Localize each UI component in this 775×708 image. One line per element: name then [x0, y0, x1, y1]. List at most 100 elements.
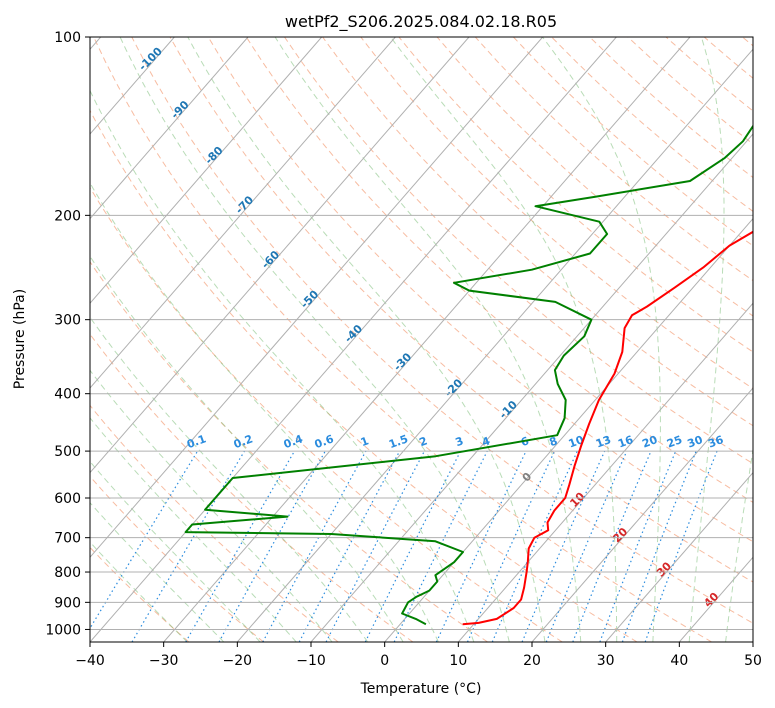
- mixing-ratio-line: [572, 450, 652, 642]
- dry-adiabat: [90, 260, 488, 642]
- mixing-ratio-line: [644, 450, 718, 642]
- moist-adiabat: [187, 37, 546, 642]
- x-tick-label: −30: [149, 653, 179, 669]
- dry-adiabat: [589, 37, 753, 179]
- dry-adiabat: [90, 475, 264, 642]
- dry-adiabat: [703, 37, 753, 79]
- chart-title: wetPf2_S206.2025.084.02.18.R05: [285, 12, 557, 32]
- dry-adiabat: [474, 37, 753, 282]
- moist-adiabat-label: -100: [136, 44, 165, 73]
- mixing-ratio-line: [466, 450, 556, 642]
- dry-adiabat: [90, 404, 339, 642]
- mixing-ratio-label: 2: [417, 434, 429, 449]
- x-axis-label: Temperature (°C): [360, 681, 482, 697]
- moist-adiabat: [119, 37, 510, 642]
- isotherm-line: [236, 48, 753, 642]
- mixing-ratio-label: 0.6: [313, 432, 336, 451]
- moist-adiabat: [90, 89, 475, 642]
- dry-adiabat: [513, 37, 753, 247]
- y-tick-label: 500: [54, 444, 81, 460]
- dry-adiabat: [90, 546, 190, 642]
- isotherm-line: [457, 302, 753, 642]
- y-tick-label: 900: [54, 595, 81, 611]
- dry-adiabat-label: 10: [567, 490, 587, 510]
- moist-adiabat-label: -60: [259, 248, 282, 271]
- mixing-ratio-line: [621, 450, 697, 642]
- mixing-ratio-label: 8: [548, 434, 560, 449]
- moist-adiabat: [90, 460, 261, 642]
- mixing-ratio-label: 16: [616, 433, 635, 451]
- dry-adiabat-label: 20: [610, 525, 630, 545]
- isotherm-line: [531, 387, 753, 642]
- moist-adiabat-label: -10: [497, 398, 520, 421]
- x-tick-label: −20: [223, 653, 253, 669]
- dry-adiabat: [742, 37, 753, 47]
- mixing-ratio-label: 36: [706, 433, 725, 451]
- x-tick-label: 50: [744, 653, 762, 669]
- mixing-ratio-label: 25: [665, 433, 684, 450]
- y-axis-label: Pressure (hPa): [12, 289, 28, 389]
- mixing-ratio-line: [298, 450, 401, 642]
- mixing-ratio-label: 13: [594, 433, 613, 450]
- moist-adiabat-label: -70: [233, 193, 256, 216]
- moist-adiabat-label: -40: [342, 322, 365, 345]
- adiabat-labels: 0.1 0.2 0.4 0.6 1 1.5 2 3 4 6 8 10 13 16 20 25 30 36-100-…: [136, 44, 725, 609]
- x-tick-label: 30: [597, 653, 615, 669]
- isotherm-line: [90, 37, 544, 559]
- dry-adiabat: [245, 37, 753, 503]
- mixing-ratio-label: 20: [640, 433, 659, 451]
- mixing-ratio-label: 3: [454, 434, 466, 449]
- moist-adiabat: [274, 37, 582, 642]
- dry-adiabat: [93, 37, 712, 642]
- moist-adiabat-label: -30: [391, 350, 414, 373]
- x-axis-ticks: −40 −30 −20 −10 0 10 20 30 40 50: [75, 642, 762, 669]
- isotherm-line: [90, 37, 249, 220]
- mixing-ratio-label: 1: [359, 434, 371, 449]
- mixing-ratio-line: [435, 450, 527, 642]
- mixing-ratio-label: 0.1: [185, 432, 208, 451]
- mixing-ratio-line: [393, 450, 488, 642]
- y-tick-label: 700: [54, 531, 81, 547]
- x-tick-label: 40: [670, 653, 688, 669]
- isotherm-line: [90, 37, 396, 389]
- y-tick-label: 300: [54, 313, 81, 329]
- y-tick-label: 600: [54, 491, 81, 507]
- dry-adiabat-label: 40: [701, 590, 721, 610]
- dry-adiabat: [169, 37, 753, 583]
- moist-adiabat: [90, 316, 369, 642]
- dry-adiabat: [398, 37, 753, 353]
- mixing-ratio-line: [262, 450, 367, 642]
- moist-adiabat: [390, 37, 618, 642]
- isotherm-line: [163, 37, 691, 642]
- dewpoint-profile: [184, 124, 753, 626]
- y-axis-ticks: 100 200 300 400 500 600 700 800 900 1000: [45, 30, 90, 638]
- moist-adiabat-label: -50: [298, 288, 321, 311]
- x-tick-label: 10: [449, 653, 467, 669]
- moist-adiabat: [90, 501, 225, 642]
- moist-adiabat: [90, 369, 333, 642]
- dry-adiabat: [360, 37, 753, 390]
- plot-frame: [89, 36, 754, 643]
- isotherm-line: [90, 37, 470, 474]
- moist-adiabat: [90, 182, 439, 642]
- isotherm-line: [678, 556, 753, 642]
- mixing-ratio-label: 0.4: [282, 432, 305, 451]
- moist-adiabat: [688, 37, 725, 642]
- isotherm-line: [90, 37, 323, 305]
- x-tick-label: −40: [75, 653, 105, 669]
- dry-adiabat: [131, 37, 753, 624]
- moist-adiabat: [542, 37, 661, 642]
- dry-adiabat: [665, 37, 753, 112]
- x-tick-label: 0: [380, 653, 389, 669]
- isotherm-line: [384, 217, 753, 642]
- moist-adiabat: [725, 446, 753, 642]
- y-tick-label: 100: [54, 30, 81, 46]
- dry-adiabat: [90, 186, 563, 642]
- y-tick-label: 200: [54, 208, 81, 224]
- x-tick-label: 20: [523, 653, 541, 669]
- moist-adiabat-label: -20: [442, 376, 465, 399]
- mixing-ratio-label: 1.5: [387, 432, 410, 451]
- mixing-ratio-label: 0.2: [232, 432, 255, 451]
- moist-adiabat: [90, 417, 297, 642]
